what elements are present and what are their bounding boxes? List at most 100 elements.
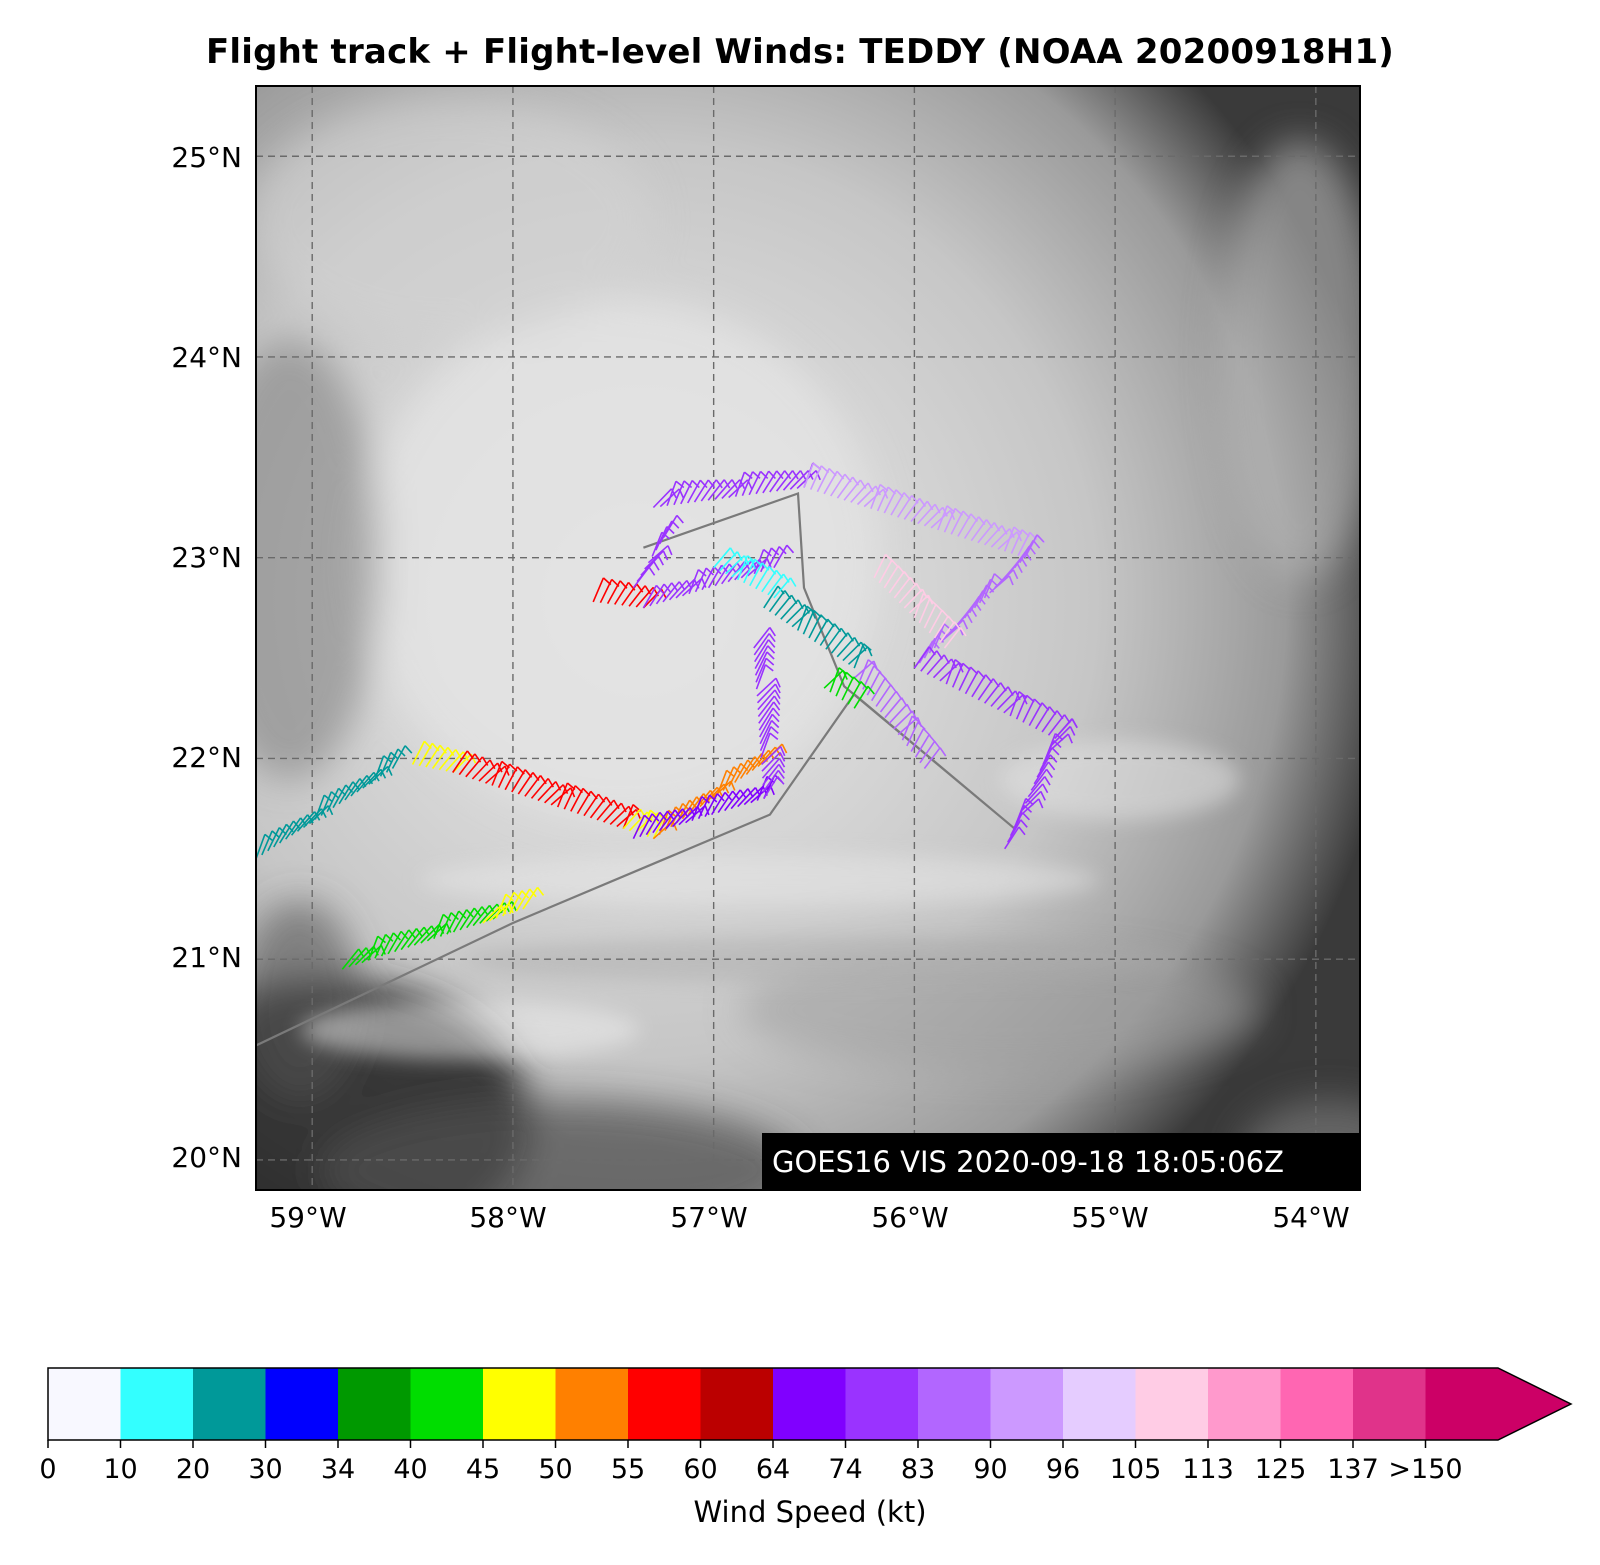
lat-label-24: 24°N [171,341,242,374]
wind-barb [789,470,809,490]
wind-barb [759,726,772,752]
wind-barb [768,590,786,613]
wind-barb [990,686,1009,707]
wind-barb-flag [699,479,708,489]
wind-barb [647,545,669,564]
wind-barb [803,462,815,488]
wind-barb [431,746,449,769]
wind-barb-flag [779,746,786,757]
wind-barb [1004,826,1020,850]
wind-barb [933,615,949,639]
wind-barb [760,547,773,573]
wind-barb [917,503,936,525]
wind-barb [997,531,1018,550]
wind-barb [808,614,822,639]
lon-label-57w: 57°W [670,1201,747,1234]
wind-barb-flag [352,781,360,791]
wind-barb [939,662,960,682]
wind-barb [622,808,642,830]
wind-barb [458,753,476,776]
wind-barb [635,586,654,608]
wind-barb [761,751,781,772]
wind-barb [813,618,829,643]
wind-barb [326,787,340,813]
wind-barb [279,820,295,844]
wind-barb [495,893,507,919]
wind-barb-flag [653,561,660,571]
wind-barb-flag [765,657,775,666]
lat-label-22: 22°N [171,741,242,774]
wind-barb [632,814,646,840]
wind-barb-flag [939,628,949,637]
wind-barb [671,807,691,828]
colorbar-cell [555,1368,629,1440]
wind-barb-flag [799,470,807,480]
wind-barb [950,510,964,535]
wind-barb [628,585,646,607]
wind-barb-flag [791,470,799,480]
wind-barb [491,761,503,786]
wind-barb [1015,694,1028,720]
wind-barb-segment [256,745,413,860]
wind-barb [714,479,733,500]
wind-barb [267,827,281,852]
wind-barb-flag [815,470,821,481]
wind-barb [716,770,728,795]
wind-barb [989,575,1010,594]
plot-frame [255,85,1361,1191]
wind-barb-flag [1042,783,1049,794]
colorbar-tick-label: 113 [1182,1454,1234,1485]
wind-barb [354,945,375,966]
wind-barb-segment [823,667,875,709]
wind-barb-flag [380,944,386,955]
wind-barb [741,471,754,497]
colorbar-tick-label: 0 [39,1454,56,1485]
colorbar-tick-label: 45 [466,1454,500,1485]
wind-barb-flag [867,659,877,667]
wind-barb-flag [867,685,875,695]
colorbar-cell [1208,1368,1281,1440]
wind-barb-flag [771,713,780,723]
colorbar: 0 10 20 30 34 40 45 50 55 60 64 74 83 90 96 105 113 125 13… [39,1367,1573,1529]
wind-barb [1039,747,1053,772]
wind-barb-segment [753,627,786,800]
wind-barb [622,804,634,830]
wind-barb-flag [993,573,1003,581]
colorbar-cell [1063,1368,1136,1440]
wind-barbs-layer [256,462,1078,970]
wind-barb [693,479,709,503]
wind-barb [639,813,653,838]
wind-barb-flag [768,633,776,643]
wind-barb-flag [962,619,969,630]
wind-barb-flag [646,811,653,822]
wind-barb [721,479,741,499]
wind-barb-flag [769,627,776,637]
wind-barb-flag [465,909,474,918]
colorbar-tick-label: 30 [248,1454,282,1485]
wind-barb-flag [1036,534,1045,543]
wind-barb-flag [380,769,387,779]
wind-barb [958,666,972,691]
wind-barb-flag [701,578,707,588]
wind-barb-flag [1021,812,1030,821]
colorbar-cell [1353,1368,1426,1440]
colorbar-tick-label: 105 [1110,1454,1162,1485]
wind-barb [923,634,938,659]
wind-barb-flag [513,891,522,900]
wind-barb-segment [652,462,822,509]
wind-barb [413,925,433,946]
wind-barb [773,544,788,569]
wind-barb [755,566,770,590]
wind-barb-flag [1020,557,1028,567]
wind-barb-flag [862,643,872,651]
wind-barb [745,753,763,775]
wind-barb [938,625,960,644]
wind-barb [645,811,661,836]
wind-barb-flag [986,584,995,593]
wind-barb [926,654,945,676]
wind-barb [871,677,886,702]
wind-barb [407,926,425,948]
wind-barb-flag [1067,733,1073,744]
wind-barb-flag [982,590,991,599]
